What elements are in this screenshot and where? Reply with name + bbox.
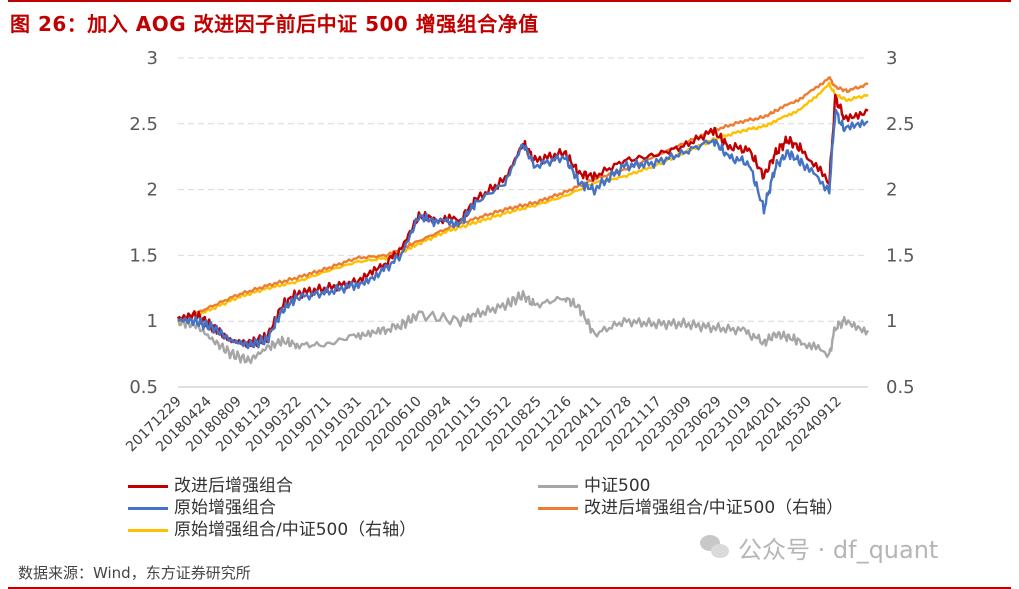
- series-lines: [176, 76, 870, 365]
- right-axis-ticks: 0.5 1 1.5 2 2.5 3: [886, 48, 915, 398]
- series-line: [177, 93, 869, 348]
- line-chart: 0.5 1 1.5 2 2.5 3 0.5 1 1.5 2 2.5 3 20171229201804…: [123, 48, 915, 455]
- legend-item-original: 原始增强组合: [128, 496, 276, 520]
- wechat-icon: [700, 534, 730, 561]
- watermark: 公众号 · df_quant: [700, 530, 938, 565]
- top-rule: [8, 0, 1011, 2]
- right-tick-label: 0.5: [886, 377, 915, 398]
- right-tick-label: 1: [886, 311, 897, 332]
- legend-item-improved-ratio: 改进后增强组合/中证500（右轴）: [538, 496, 843, 520]
- left-tick-label: 1: [147, 311, 158, 332]
- bottom-rule: [8, 587, 1011, 589]
- right-tick-label: 3: [886, 48, 897, 69]
- figure-title: 图 26：加入 AOG 改进因子前后中证 500 增强组合净值: [10, 12, 539, 36]
- left-tick-label: 3: [147, 48, 158, 69]
- legend-label: 原始增强组合/中证500（右轴）: [174, 520, 417, 540]
- right-tick-label: 2.5: [886, 114, 915, 135]
- left-tick-label: 2: [147, 180, 158, 201]
- legend-swatch: [538, 506, 578, 510]
- legend-swatch: [128, 528, 168, 532]
- right-tick-label: 2: [886, 180, 897, 201]
- left-axis-ticks: 0.5 1 1.5 2 2.5 3: [129, 48, 158, 398]
- legend-label: 改进后增强组合: [174, 476, 293, 496]
- series-line: [177, 76, 869, 323]
- series-line: [176, 290, 870, 365]
- legend-label: 中证500: [584, 476, 651, 496]
- left-tick-label: 1.5: [129, 245, 158, 266]
- right-tick-label: 1.5: [886, 245, 915, 266]
- series-line: [177, 108, 869, 350]
- grid-lines: [178, 57, 868, 322]
- left-tick-label: 2.5: [129, 114, 158, 135]
- x-axis-ticks: 2017122920180424201808092018112920190322…: [123, 393, 845, 455]
- legend-swatch: [538, 484, 578, 488]
- data-source: 数据来源：Wind，东方证券研究所: [18, 564, 251, 582]
- legend-item-csi500: 中证500: [538, 474, 650, 498]
- legend-swatch: [128, 506, 168, 510]
- legend-label: 原始增强组合: [174, 498, 276, 518]
- watermark-text: 公众号 · df_quant: [738, 536, 939, 564]
- series-line: [177, 81, 869, 323]
- legend-item-original-ratio: 原始增强组合/中证500（右轴）: [128, 518, 416, 542]
- legend-swatch: [128, 484, 168, 488]
- legend-item-improved: 改进后增强组合: [128, 474, 293, 498]
- legend-label: 改进后增强组合/中证500（右轴）: [584, 498, 844, 518]
- left-tick-label: 0.5: [129, 377, 158, 398]
